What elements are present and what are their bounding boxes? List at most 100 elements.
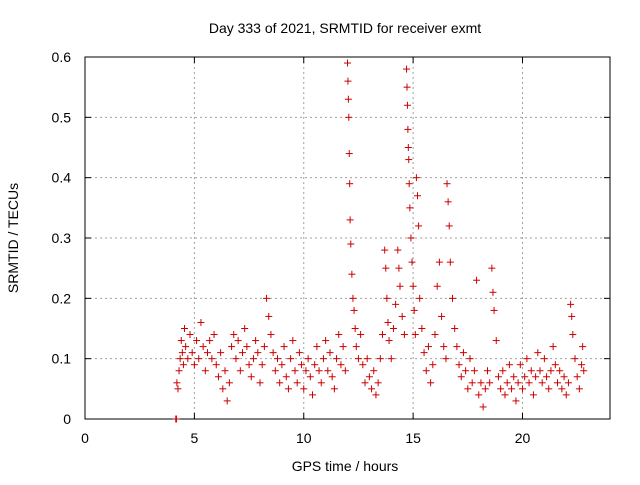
- data-point: [564, 379, 572, 387]
- data-point: [300, 385, 308, 393]
- data-point: [415, 222, 423, 230]
- data-point: [484, 367, 491, 375]
- data-point: [405, 180, 413, 188]
- data-point: [424, 343, 432, 351]
- data-point: [551, 361, 559, 369]
- data-point: [396, 282, 404, 290]
- data-point: [516, 361, 524, 369]
- data-point: [176, 355, 184, 363]
- data-point: [525, 379, 533, 387]
- data-point: [431, 331, 439, 339]
- data-point: [173, 379, 181, 387]
- data-point: [442, 355, 450, 363]
- data-point: [269, 349, 277, 357]
- data-point: [575, 385, 583, 393]
- data-point: [219, 385, 227, 393]
- data-point: [387, 355, 395, 363]
- data-point: [379, 331, 386, 339]
- data-point: [532, 373, 540, 381]
- data-point: [228, 343, 236, 351]
- data-point: [330, 385, 338, 393]
- data-point: [438, 312, 446, 320]
- data-point: [284, 385, 292, 393]
- marks-layer: [172, 59, 588, 423]
- data-point: [317, 379, 325, 387]
- data-point: [175, 367, 183, 375]
- data-point: [490, 306, 498, 314]
- data-point: [405, 156, 413, 164]
- data-point: [395, 264, 403, 272]
- y-tick-label: 0.6: [52, 49, 72, 65]
- data-point: [271, 367, 279, 375]
- data-point: [429, 361, 437, 369]
- data-point: [477, 379, 485, 387]
- y-axis-label: SRMTID / TECUs: [5, 183, 21, 293]
- data-point: [178, 349, 186, 357]
- data-point: [184, 355, 192, 363]
- data-point: [315, 367, 323, 375]
- data-point: [236, 367, 244, 375]
- data-point: [345, 150, 353, 158]
- data-point: [403, 83, 411, 91]
- data-point: [538, 379, 546, 387]
- data-point: [374, 379, 382, 387]
- data-point: [422, 367, 430, 375]
- data-point: [464, 385, 472, 393]
- data-point: [499, 367, 507, 375]
- data-point: [260, 343, 268, 351]
- data-point: [188, 349, 196, 357]
- data-point: [466, 355, 474, 363]
- data-point: [345, 113, 353, 121]
- data-point: [344, 77, 352, 85]
- data-point: [501, 391, 509, 399]
- data-point: [481, 385, 489, 393]
- data-point: [199, 343, 207, 351]
- data-point: [232, 355, 240, 363]
- data-point: [444, 198, 452, 206]
- data-point: [383, 294, 391, 302]
- data-point: [368, 385, 376, 393]
- data-point: [263, 294, 271, 302]
- data-point: [547, 367, 555, 375]
- data-point: [195, 355, 203, 363]
- data-point: [403, 65, 411, 73]
- data-point: [453, 343, 461, 351]
- data-point: [462, 367, 470, 375]
- data-point: [346, 180, 354, 188]
- data-point: [455, 361, 463, 369]
- data-point: [276, 379, 284, 387]
- data-point: [411, 331, 419, 339]
- data-point: [347, 240, 355, 248]
- data-point: [404, 125, 412, 133]
- data-point: [521, 373, 529, 381]
- data-point: [217, 349, 225, 357]
- data-point: [278, 361, 286, 369]
- data-point: [225, 379, 233, 387]
- data-point: [214, 373, 222, 381]
- x-tick-label: 5: [190, 430, 198, 446]
- data-point: [512, 397, 520, 405]
- data-point: [328, 373, 336, 381]
- data-point: [549, 343, 557, 351]
- data-point: [295, 349, 303, 357]
- data-point: [306, 373, 314, 381]
- data-point: [420, 349, 428, 357]
- data-point: [443, 180, 451, 188]
- data-point: [326, 349, 334, 357]
- data-point: [201, 367, 209, 375]
- data-point: [234, 337, 242, 345]
- data-point: [562, 391, 570, 399]
- data-point: [274, 355, 281, 363]
- data-point: [569, 331, 577, 339]
- data-point: [451, 325, 459, 332]
- data-point: [370, 367, 378, 375]
- data-point: [488, 264, 496, 272]
- data-point: [414, 192, 421, 200]
- data-point: [492, 337, 500, 345]
- data-point: [479, 403, 487, 411]
- data-point: [545, 385, 553, 393]
- data-point: [580, 367, 588, 375]
- data-point: [440, 343, 448, 351]
- data-point: [309, 391, 316, 399]
- data-point: [352, 343, 360, 351]
